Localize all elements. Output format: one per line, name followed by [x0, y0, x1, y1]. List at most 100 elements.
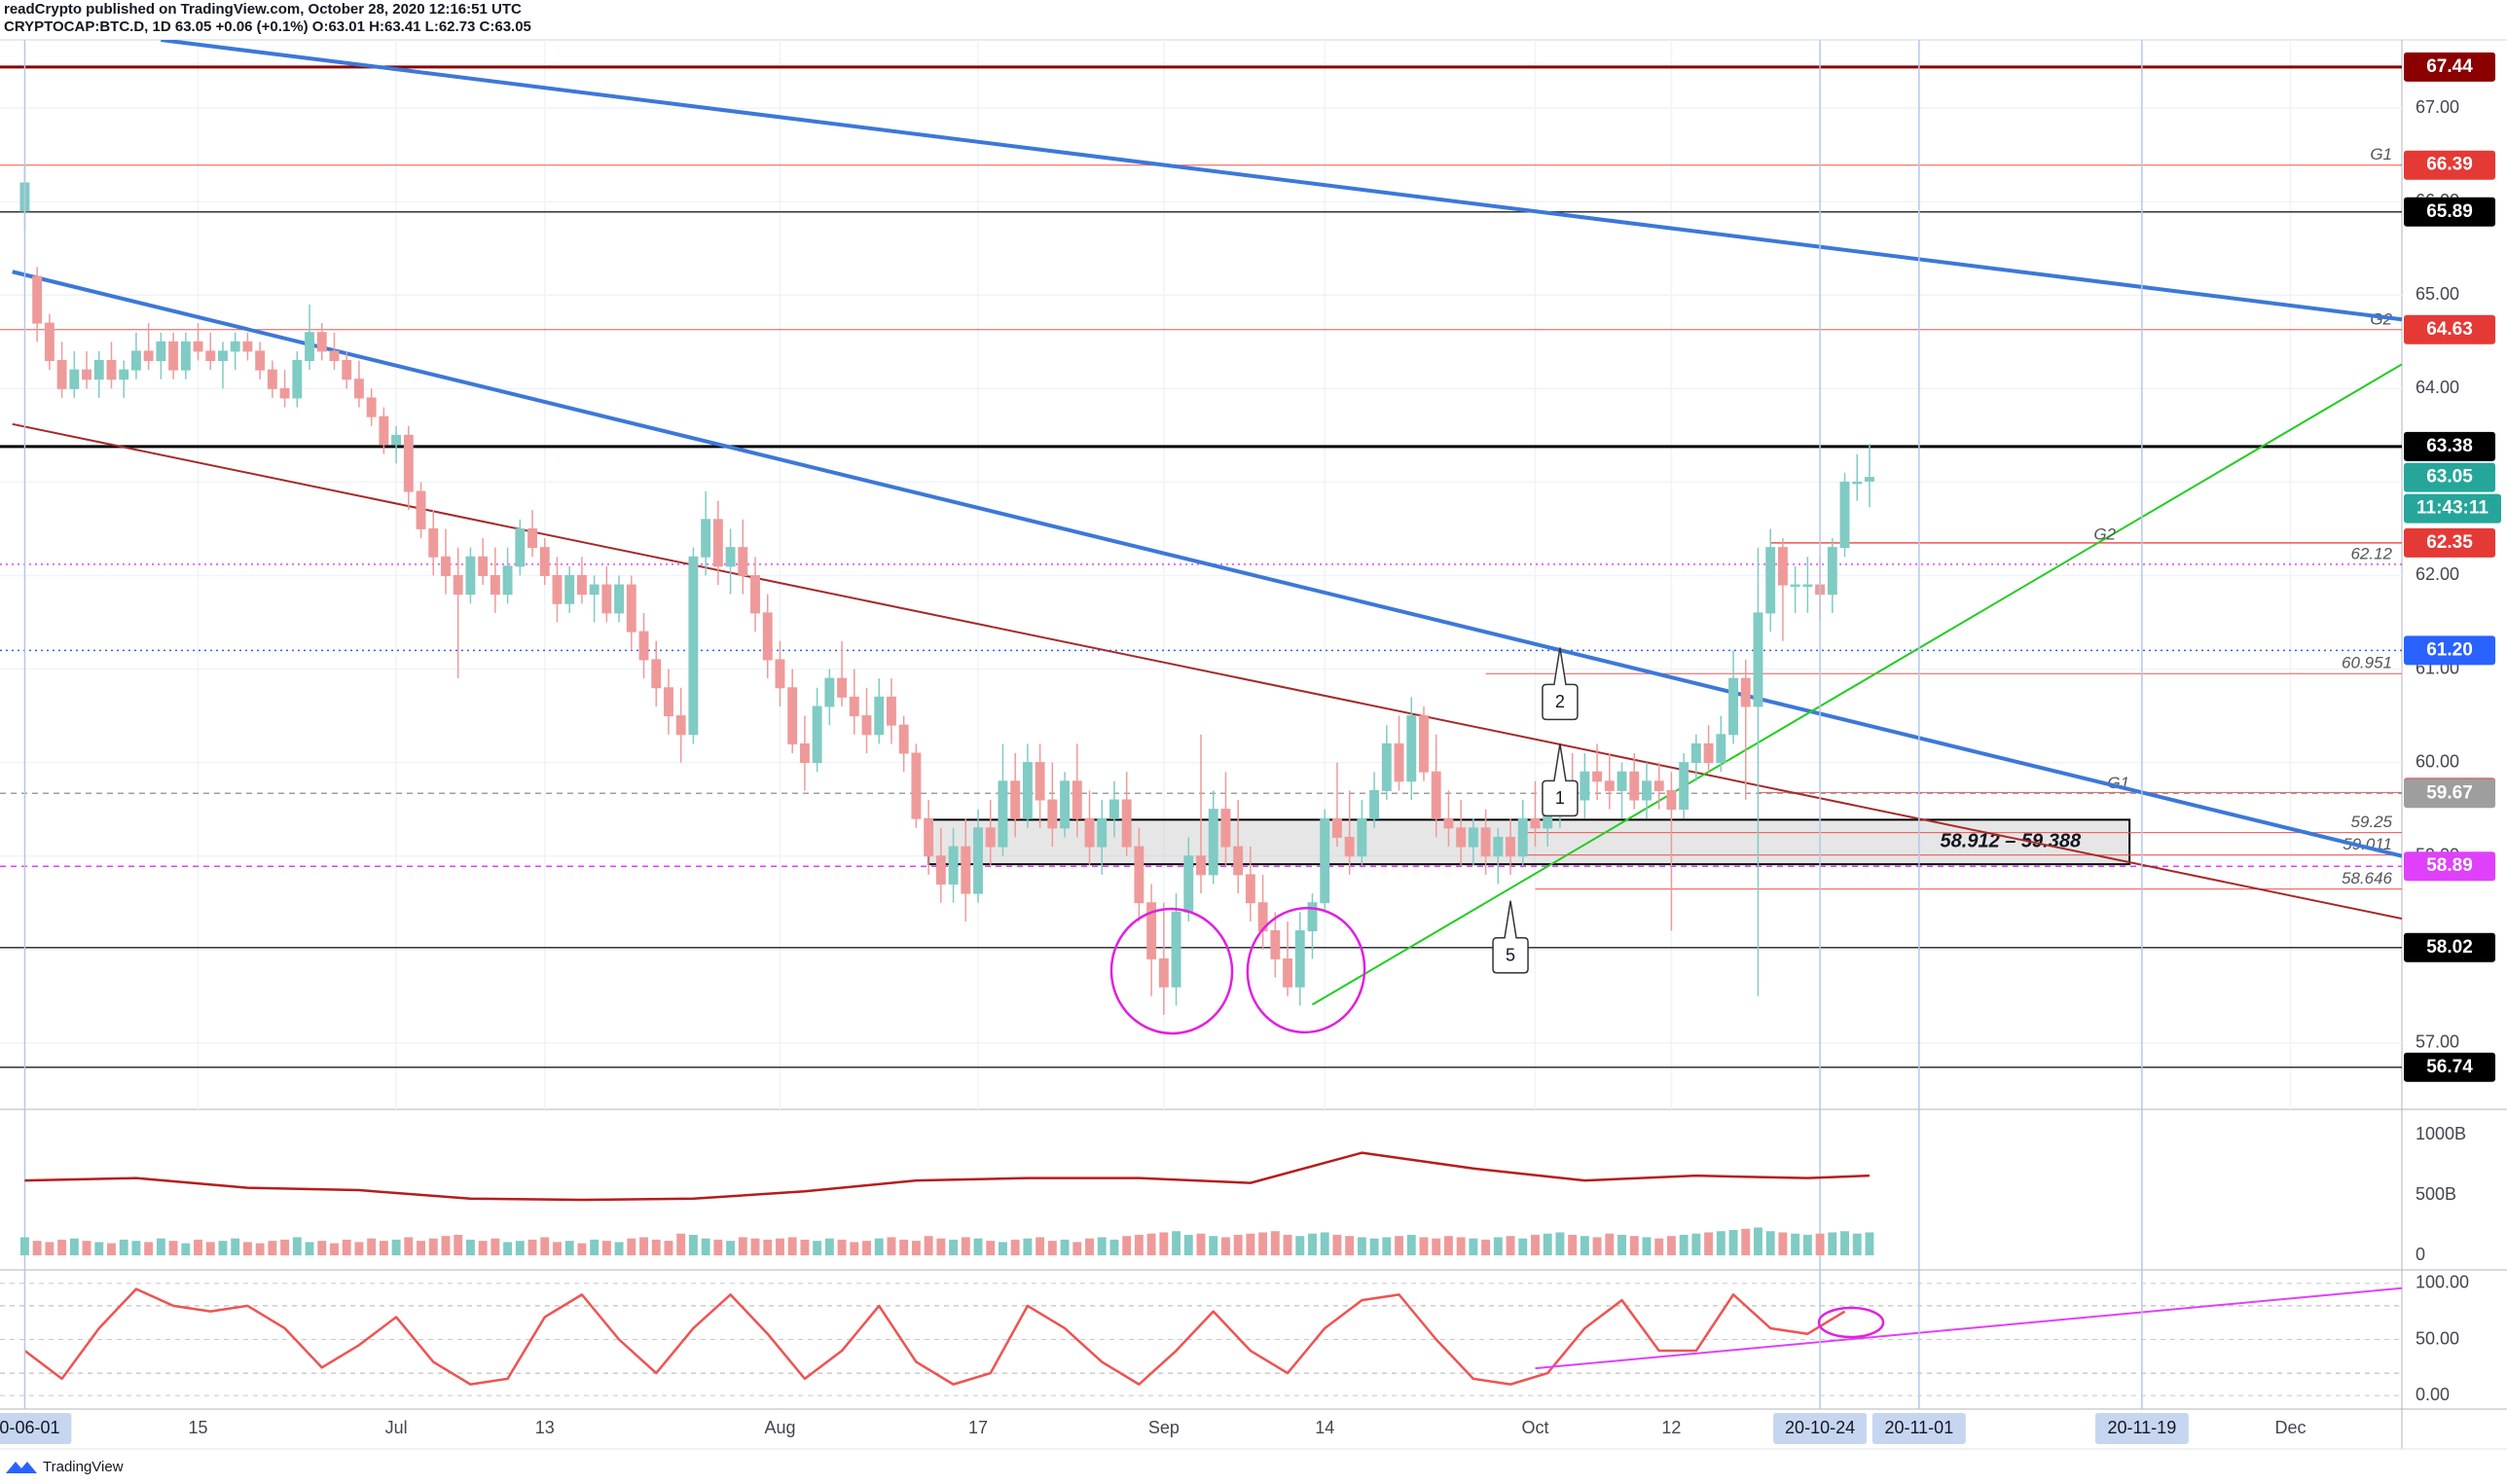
price-tag	[2404, 314, 2495, 344]
volume-bar	[1456, 1237, 1466, 1255]
x-tick-label: 17	[968, 1418, 988, 1437]
volume-bar	[1258, 1232, 1268, 1255]
level-note: 59.25	[2350, 813, 2392, 831]
price-tag-label: 62.35	[2426, 532, 2473, 553]
candle-body	[961, 846, 971, 894]
volume-bar	[936, 1238, 946, 1255]
volume-bar	[961, 1237, 970, 1255]
candle-body	[305, 332, 314, 362]
callout-label: 1	[1555, 788, 1565, 808]
candle-body	[824, 677, 835, 707]
candle-body	[93, 360, 104, 380]
volume-bar	[601, 1241, 611, 1255]
volume-bar	[218, 1241, 228, 1255]
price-tag	[2404, 431, 2495, 461]
candle-body	[1320, 817, 1330, 904]
candle-body	[366, 397, 377, 417]
volume-bar	[32, 1241, 42, 1255]
countdown-tag	[2404, 493, 2501, 524]
volume-bar	[1283, 1234, 1292, 1255]
volume-bar	[69, 1238, 79, 1255]
candle-body	[1357, 817, 1367, 857]
date-marker-label: 20-11-19	[2107, 1418, 2176, 1437]
date-marker-label: 20-11-01	[1884, 1418, 1953, 1437]
candle-body	[664, 687, 673, 717]
volume-bar	[590, 1239, 600, 1255]
volume-bar	[824, 1238, 834, 1255]
volume-bar	[540, 1237, 550, 1255]
volume-bar	[726, 1241, 736, 1255]
candle-body	[1171, 911, 1181, 988]
candle-body	[143, 350, 154, 362]
volume-bar	[1555, 1232, 1565, 1255]
volume-bar	[168, 1241, 178, 1255]
candle-body	[924, 817, 934, 857]
volume-bar	[1419, 1237, 1429, 1255]
price-tag-label: 64.63	[2426, 319, 2473, 340]
volume-bar	[763, 1239, 773, 1255]
level-note: 58.646	[2342, 869, 2393, 887]
volume-bar	[305, 1242, 314, 1255]
volume-bar	[417, 1241, 425, 1255]
candle-body	[601, 584, 612, 614]
volume-bar	[850, 1242, 859, 1255]
candle-body	[1852, 481, 1863, 485]
volume-bar	[1493, 1237, 1503, 1255]
candle-body	[874, 696, 885, 736]
volume-bar	[490, 1238, 500, 1255]
volume-bar	[1357, 1237, 1366, 1255]
callout	[1492, 900, 1529, 974]
candle-body	[119, 369, 129, 380]
volume-bar	[280, 1239, 290, 1255]
candle-body	[230, 341, 240, 352]
volume-bar	[627, 1238, 636, 1255]
candle-body	[799, 742, 810, 764]
date-marker-box	[1773, 1413, 1868, 1444]
osc-tick-label: 50.00	[2416, 1328, 2459, 1348]
candle-body	[849, 696, 859, 717]
volume-bar	[1828, 1232, 1837, 1255]
candle-body	[180, 341, 191, 371]
volume-bar	[1382, 1237, 1392, 1255]
candle-body	[44, 322, 54, 362]
volume-bar	[1765, 1231, 1775, 1255]
volume-bar	[750, 1238, 760, 1255]
level-note: 60.951	[2342, 654, 2392, 672]
candle-body	[242, 341, 253, 352]
volume-bar	[949, 1239, 959, 1255]
volume-bar	[428, 1238, 438, 1255]
candle-body	[1480, 827, 1491, 857]
candle-body	[1839, 481, 1850, 549]
volume-bar	[317, 1241, 327, 1255]
candle-body	[898, 724, 909, 754]
volume-bar	[577, 1243, 587, 1255]
candle-body	[1072, 780, 1082, 819]
y-tick-label: 62.00	[2416, 564, 2459, 584]
candle-body	[935, 855, 946, 885]
level-note: G1	[2370, 145, 2392, 163]
x-tick-label: Oct	[1521, 1418, 1548, 1437]
candle-body	[453, 574, 463, 596]
volume-bar	[1332, 1234, 1342, 1255]
volume-bar	[1617, 1234, 1626, 1255]
candle-body	[1220, 809, 1231, 848]
volume-bar	[1728, 1229, 1738, 1255]
candle-body	[1208, 809, 1218, 876]
indicator-line	[24, 1151, 1871, 1202]
price-tag-label: 63.38	[2426, 436, 2473, 456]
candle-body	[1097, 817, 1108, 848]
candle-body	[465, 556, 476, 596]
volume-bar	[1010, 1239, 1020, 1255]
candle-body	[750, 574, 760, 614]
candle-body	[1517, 817, 1528, 857]
volume-bar	[1666, 1236, 1676, 1255]
callout-label: 5	[1506, 946, 1515, 965]
x-tick-label: Sep	[1148, 1418, 1180, 1437]
volume-bar	[1345, 1236, 1355, 1255]
candle-body	[1690, 742, 1701, 764]
candle-body	[1753, 612, 1763, 707]
price-tag-label: 61.20	[2426, 639, 2473, 660]
candle-body	[1802, 584, 1813, 588]
volume-bar	[1196, 1233, 1206, 1255]
volume-bar	[676, 1233, 686, 1255]
